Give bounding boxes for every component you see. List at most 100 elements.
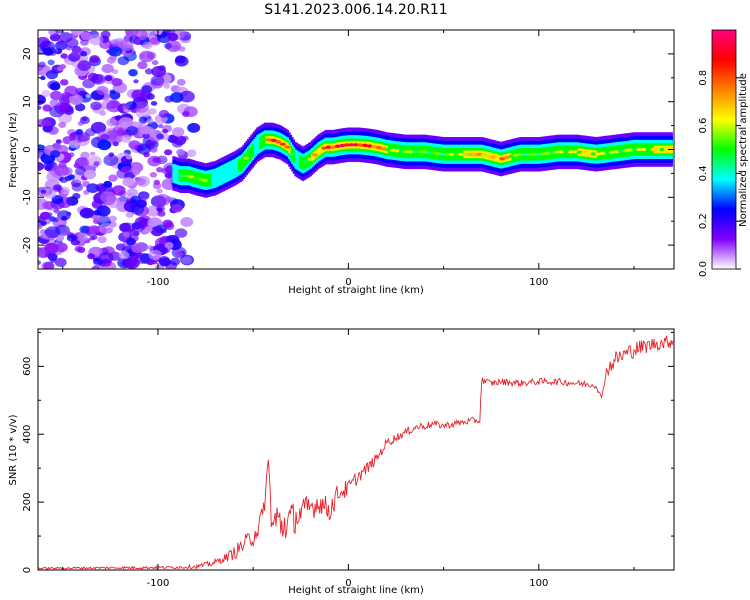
ridge-band bbox=[292, 150, 296, 163]
snr-ylabel: SNR (10 * v/v) bbox=[8, 414, 19, 485]
ridge-core bbox=[334, 144, 341, 148]
noise-blob bbox=[122, 231, 131, 238]
noise-blob bbox=[174, 55, 189, 67]
noise-blob bbox=[77, 246, 86, 253]
noise-blob bbox=[100, 261, 117, 269]
snr-frame bbox=[37, 328, 675, 571]
ridge-core bbox=[321, 146, 327, 150]
noise-blob bbox=[40, 75, 46, 81]
noise-blob bbox=[157, 207, 163, 212]
ridge-core bbox=[608, 150, 615, 154]
noise-blob bbox=[101, 63, 114, 74]
noise-blob bbox=[107, 156, 114, 161]
snr-ticks: -100 0 100 0 200 400 600 bbox=[22, 329, 674, 589]
noise-blob bbox=[44, 242, 59, 254]
noise-blob bbox=[106, 118, 118, 127]
colorbar-label: Normalized spectral amplitude bbox=[738, 73, 749, 227]
noise-blob bbox=[50, 90, 63, 101]
noise-blob bbox=[167, 32, 179, 42]
ridge-core bbox=[362, 143, 369, 147]
snr-panel: -100 0 100 0 200 400 600 Height of straight li… bbox=[8, 328, 675, 596]
ridge-band bbox=[240, 157, 244, 170]
noise-blob bbox=[133, 79, 139, 84]
ridge-core bbox=[380, 147, 387, 151]
ridge-core bbox=[531, 152, 538, 156]
x-tick-label: 0 bbox=[345, 578, 351, 589]
y-tick-label: 10 bbox=[22, 95, 33, 108]
noise-blob bbox=[39, 40, 56, 53]
ridge-core bbox=[554, 150, 561, 154]
y-tick-label: 20 bbox=[22, 48, 33, 61]
noise-blob bbox=[103, 180, 113, 188]
noise-blob bbox=[142, 41, 153, 50]
noise-blob bbox=[86, 183, 100, 194]
ridge-core bbox=[563, 150, 570, 154]
ridge-core bbox=[535, 152, 542, 156]
ridge-band bbox=[234, 158, 238, 178]
noise-blob bbox=[164, 241, 174, 249]
noise-blob bbox=[172, 127, 185, 137]
ridge-core bbox=[544, 151, 551, 155]
noise-blob bbox=[47, 59, 55, 66]
noise-blob bbox=[76, 232, 89, 242]
noise-blob bbox=[134, 101, 150, 113]
ridge-core bbox=[494, 156, 501, 160]
noise-blob bbox=[108, 215, 118, 222]
noise-blob bbox=[66, 234, 77, 242]
noise-blob bbox=[85, 93, 91, 98]
ridge-core bbox=[325, 145, 332, 149]
y-tick-label: 0 bbox=[22, 146, 33, 152]
noise-blob bbox=[79, 207, 94, 219]
noise-blob bbox=[42, 188, 57, 199]
colorbar-strip bbox=[712, 30, 736, 269]
ridge-band bbox=[227, 162, 230, 182]
noise-blob bbox=[170, 257, 181, 266]
noise-blob bbox=[87, 155, 102, 168]
ridge-core bbox=[526, 152, 533, 156]
noise-blob bbox=[147, 245, 154, 251]
noise-blob bbox=[92, 235, 98, 240]
noise-blob bbox=[111, 78, 123, 87]
noise-blob bbox=[64, 85, 79, 97]
ridge-core bbox=[640, 147, 647, 152]
noise-blob bbox=[45, 163, 54, 170]
noise-blob bbox=[46, 70, 58, 80]
ridge-band bbox=[221, 165, 224, 185]
ridge-band bbox=[219, 165, 222, 185]
noise-blob bbox=[158, 255, 170, 265]
noise-blob bbox=[48, 30, 55, 35]
noise-blob bbox=[80, 51, 88, 57]
y-tick-label: -20 bbox=[22, 237, 33, 253]
x-tick-label: 100 bbox=[529, 578, 548, 589]
noise-blob bbox=[149, 172, 157, 178]
ridge-core bbox=[339, 143, 346, 148]
ridge-core bbox=[508, 154, 515, 158]
noise-blob bbox=[137, 61, 148, 70]
chart-title: S141.2023.006.14.20.R11 bbox=[264, 2, 447, 18]
noise-blob bbox=[146, 118, 154, 124]
noise-blob bbox=[61, 215, 68, 221]
ridge-core bbox=[650, 147, 657, 152]
noise-blob bbox=[126, 188, 138, 197]
noise-blob bbox=[73, 163, 81, 169]
noise-blob bbox=[140, 125, 152, 135]
ridge-band bbox=[215, 168, 218, 188]
noise-blob bbox=[87, 253, 95, 260]
noise-blob bbox=[180, 217, 194, 227]
x-tick-label: 0 bbox=[345, 277, 351, 288]
y-tick-label: 400 bbox=[22, 425, 33, 444]
ridge-core bbox=[343, 143, 350, 147]
ridge-core bbox=[353, 143, 359, 147]
ridge-band bbox=[256, 135, 259, 155]
noise-blob bbox=[58, 121, 67, 128]
ridge-band bbox=[289, 145, 293, 159]
noise-blob bbox=[131, 244, 144, 253]
noise-blob bbox=[186, 149, 197, 157]
ridge-core bbox=[622, 149, 629, 153]
ridge-band bbox=[225, 162, 229, 182]
ridge-core bbox=[371, 145, 378, 149]
snr-background bbox=[38, 329, 674, 570]
ridge-band bbox=[259, 136, 262, 149]
noise-blob bbox=[42, 201, 54, 210]
colorbar-tick-label: 0.0 bbox=[698, 261, 709, 277]
